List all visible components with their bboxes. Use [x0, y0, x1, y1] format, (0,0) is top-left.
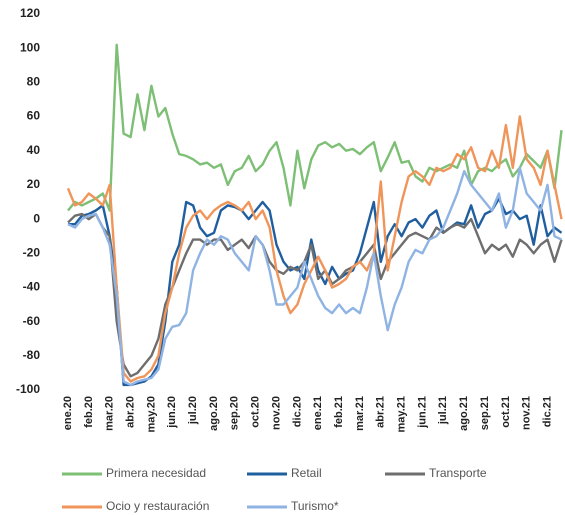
x-tick-label: ago.20	[208, 396, 220, 431]
y-tick-label: -40	[23, 280, 41, 294]
legend-label: Transporte	[429, 466, 487, 480]
legend-label: Retail	[291, 466, 322, 480]
x-tick-label: dic.21	[541, 396, 553, 427]
series-line	[68, 197, 563, 387]
y-tick-label: 0	[33, 211, 40, 225]
y-tick-label: 80	[27, 75, 41, 89]
y-tick-label: -80	[23, 348, 41, 362]
y-tick-label: -60	[23, 314, 41, 328]
x-tick-label: nov.20	[270, 396, 282, 430]
y-tick-label: 40	[27, 143, 41, 157]
x-tick-label: oct.20	[250, 396, 262, 428]
series-line	[67, 166, 563, 387]
series-line	[67, 43, 563, 212]
x-tick-label: feb.20	[83, 396, 95, 428]
x-tick-label: nov.21	[521, 396, 533, 430]
y-tick-label: 120	[20, 6, 40, 20]
x-tick-label: ene.20	[62, 396, 74, 430]
x-tick-label: sep.20	[229, 396, 241, 430]
x-tick-label: ago.21	[458, 396, 470, 431]
x-tick-label: abr.21	[375, 396, 387, 428]
series-line	[67, 212, 563, 378]
x-tick-label: dic.20	[291, 396, 303, 427]
x-tick-label: abr.20	[124, 396, 136, 428]
y-tick-label: -100	[16, 382, 40, 396]
x-tick-label: jul.21	[437, 396, 449, 425]
x-tick-label: jun.21	[416, 396, 428, 429]
x-tick-label: jun.20	[166, 396, 178, 429]
x-tick-label: mar.21	[354, 396, 366, 431]
x-tick-label: oct.21	[500, 396, 512, 428]
x-tick-label: sep.21	[479, 396, 491, 430]
legend-label: Turismo*	[291, 499, 339, 513]
legend-label: Primera necesidad	[106, 466, 206, 480]
x-tick-label: mar.20	[104, 396, 116, 431]
y-tick-label: 60	[27, 109, 41, 123]
y-tick-label: -20	[23, 245, 41, 259]
y-tick-label: 100	[20, 40, 40, 54]
x-tick-label: jul.20	[187, 396, 199, 425]
x-tick-label: may.21	[396, 396, 408, 433]
x-tick-label: ene.21	[312, 396, 324, 430]
y-tick-label: 20	[27, 177, 41, 191]
x-tick-label: feb.21	[333, 396, 345, 428]
series-line	[66, 115, 563, 383]
x-tick-label: may.20	[145, 396, 157, 433]
legend-label: Ocio y restauración	[106, 499, 209, 513]
